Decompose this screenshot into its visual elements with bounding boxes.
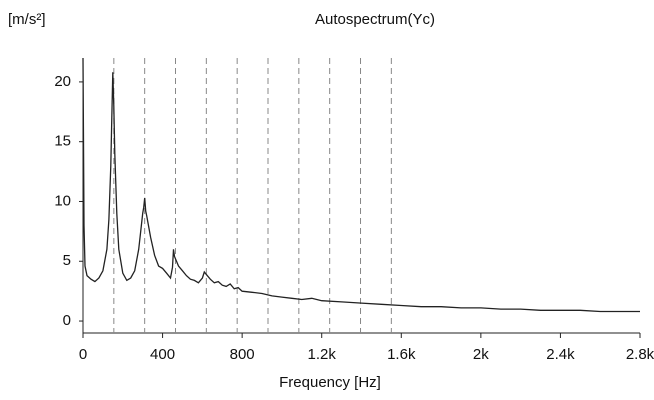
spectrum-line (82, 57, 640, 313)
y-tick-label: 15 (54, 133, 71, 150)
x-tick-label: 800 (230, 346, 255, 363)
x-tick-label: 2k (473, 346, 489, 363)
x-tick-label: 2.4k (546, 346, 575, 363)
y-tick-label: 10 (54, 192, 71, 209)
y-axis-unit: [m/s²] (8, 11, 46, 28)
x-axis-title: Frequency [Hz] (279, 374, 381, 391)
chart-title: Autospectrum(Yc) (315, 11, 435, 28)
y-tick-label: 20 (54, 73, 71, 90)
x-tick-label: 400 (150, 346, 175, 363)
x-tick-label: 1.2k (308, 346, 337, 363)
y-tick-label: 0 (63, 312, 71, 329)
x-tick-label: 1.6k (387, 346, 416, 363)
x-tick-label: 2.8k (626, 346, 654, 363)
x-tick-label: 0 (79, 346, 87, 363)
y-tick-label: 5 (63, 252, 71, 269)
